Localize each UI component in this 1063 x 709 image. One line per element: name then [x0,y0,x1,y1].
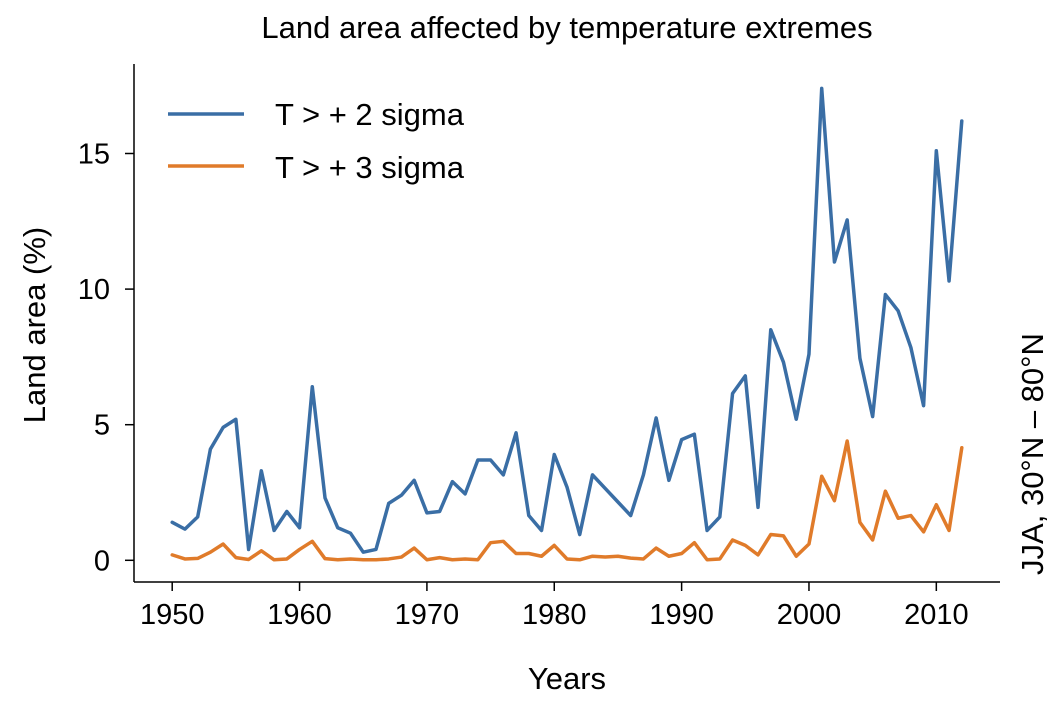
chart-title: Land area affected by temperature extrem… [261,10,872,45]
legend-label-series-2: T > + 3 sigma [275,150,465,185]
x-tick-label: 1970 [395,599,460,631]
x-tick-label: 1950 [140,599,205,631]
x-ticks: 1950 1960 1970 1980 1990 2000 2010 [140,582,969,631]
x-tick-label: 2010 [904,599,969,631]
x-tick-label: 2000 [777,599,842,631]
y-axis-label: Land area (%) [17,227,52,423]
legend: T > + 2 sigma T > + 3 sigma [168,97,465,185]
y-tick-label: 5 [94,410,110,442]
y-ticks: 0 5 10 15 [78,138,134,577]
series-line-2 [170,439,964,562]
side-annotation-label: JJA, 30°N – 80°N [1015,333,1050,575]
axes [133,64,1000,583]
y-tick-label: 0 [94,545,110,577]
series-line-1 [170,86,964,554]
x-tick-label: 1960 [267,599,332,631]
y-tick-label: 10 [78,274,110,306]
y-tick-label: 15 [78,138,110,170]
series-group [170,86,964,562]
x-axis-label: Years [528,661,606,696]
legend-label-series-1: T > + 2 sigma [275,97,465,132]
x-tick-label: 1980 [522,599,587,631]
x-tick-label: 1990 [649,599,714,631]
